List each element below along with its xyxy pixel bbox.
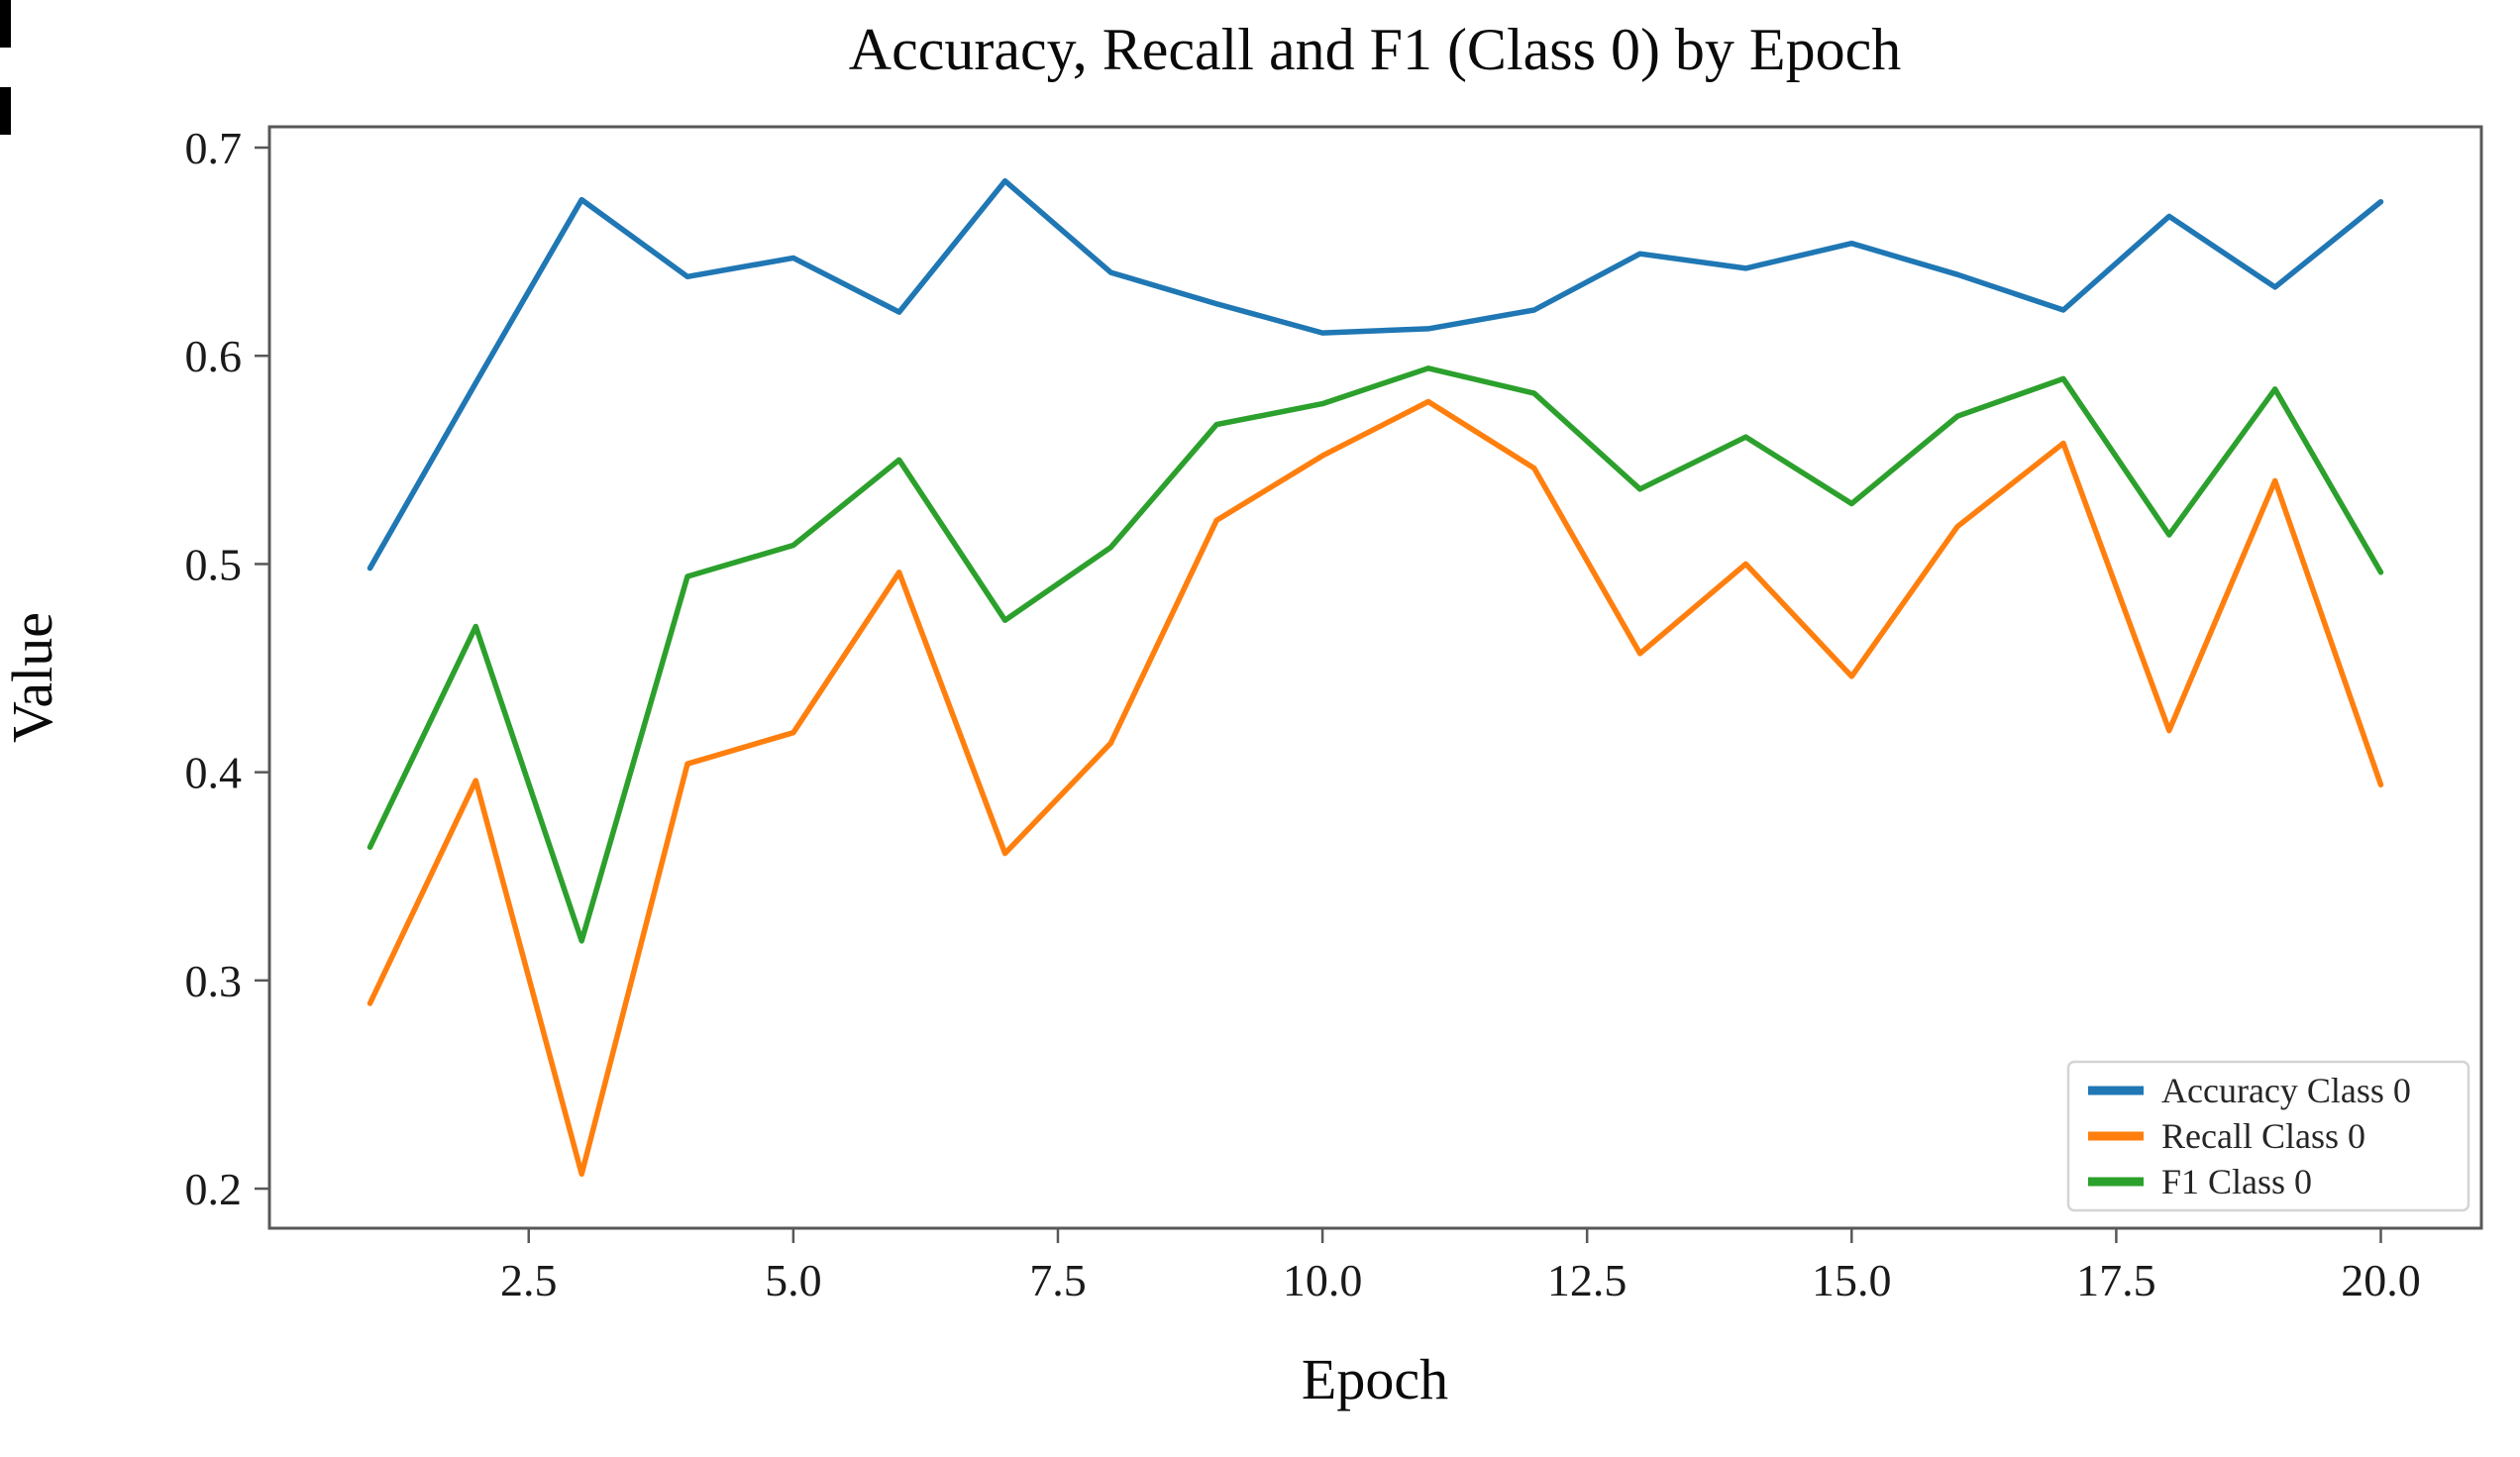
y-tick-label: 0.3 xyxy=(185,956,243,1006)
x-tick-label: 2.5 xyxy=(500,1255,558,1305)
y-tick-label: 0.2 xyxy=(185,1164,243,1214)
y-tick-label: 0.4 xyxy=(185,748,243,798)
chart-title: Accuracy, Recall and F1 (Class 0) by Epo… xyxy=(849,17,1901,82)
y-axis-label: Value xyxy=(0,612,64,743)
series-line-recall-class-0 xyxy=(367,398,2384,1178)
scan-artifact xyxy=(0,0,11,48)
x-tick-label: 17.5 xyxy=(2076,1255,2156,1305)
y-tick-label: 0.5 xyxy=(185,539,243,589)
plot-border xyxy=(267,125,2483,1230)
legend-label-2: Recall Class 0 xyxy=(2161,1116,2365,1156)
y-tick-label: 0.6 xyxy=(185,331,243,381)
scan-artifact xyxy=(0,87,11,135)
legend-box xyxy=(2066,1060,2470,1212)
legend-label-3: F1 Class 0 xyxy=(2161,1162,2312,1201)
x-tick-label: 15.0 xyxy=(1812,1255,1892,1305)
x-tick-label: 20.0 xyxy=(2341,1255,2421,1305)
axis-ticks: 2.5 5.0 7.5 10.0 12.5 15.0 17.5 20.0 0.7 0.6 0.5 0.… xyxy=(185,123,2421,1305)
legend: Accuracy Class 0 Recall Class 0 F1 Class 0 xyxy=(2066,1060,2470,1212)
x-axis-label: Epoch xyxy=(1302,1347,1448,1411)
x-tick-label: 5.0 xyxy=(765,1255,822,1305)
x-tick-label: 12.5 xyxy=(1547,1255,1628,1305)
series-line-accuracy-class-0 xyxy=(367,177,2384,572)
x-tick-label: 10.0 xyxy=(1283,1255,1363,1305)
series-line-f1-class-0 xyxy=(367,365,2384,944)
y-tick-label: 0.7 xyxy=(185,123,243,173)
data-series xyxy=(367,177,2384,1178)
x-tick-label: 7.5 xyxy=(1029,1255,1087,1305)
legend-label-1: Accuracy Class 0 xyxy=(2161,1071,2411,1110)
